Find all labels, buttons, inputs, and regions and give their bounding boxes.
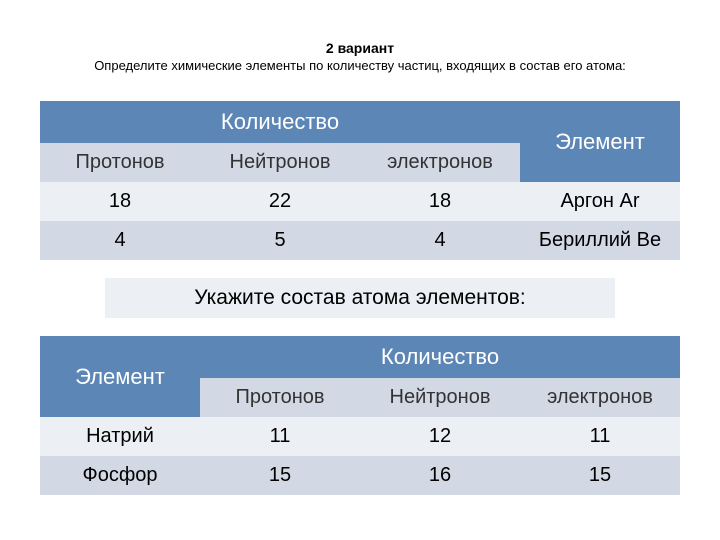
cell-neutrons: 22	[200, 182, 360, 221]
cell-element: Натрий	[40, 417, 200, 456]
cell-element: Аргон Ar	[520, 182, 680, 221]
table-row: Элемент Количество	[40, 336, 680, 378]
cell-protons: 11	[200, 417, 360, 456]
table-row: 4 5 4 Бериллий Be	[40, 221, 680, 260]
subheader-neutrons: Нейтронов	[200, 143, 360, 182]
page-title: 2 вариант	[24, 40, 696, 56]
subheader-protons: Протонов	[200, 378, 360, 417]
cell-electrons: 18	[360, 182, 520, 221]
cell-neutrons: 12	[360, 417, 520, 456]
header-quantity: Количество	[40, 101, 520, 143]
page: 2 вариант Определите химические элементы…	[0, 0, 720, 507]
cell-protons: 18	[40, 182, 200, 221]
table-row: Натрий 11 12 11	[40, 417, 680, 456]
header-element: Элемент	[40, 336, 200, 417]
subheader-neutrons: Нейтронов	[360, 378, 520, 417]
table-atom-composition: Элемент Количество Протонов Нейтронов эл…	[40, 336, 680, 495]
table-row: 18 22 18 Аргон Ar	[40, 182, 680, 221]
header-quantity: Количество	[200, 336, 680, 378]
subheader-electrons: электронов	[360, 143, 520, 182]
cell-electrons: 15	[520, 456, 680, 495]
cell-neutrons: 16	[360, 456, 520, 495]
cell-element: Бериллий Be	[520, 221, 680, 260]
cell-electrons: 11	[520, 417, 680, 456]
subheader-protons: Протонов	[40, 143, 200, 182]
cell-neutrons: 5	[200, 221, 360, 260]
table-row: Количество Элемент	[40, 101, 680, 143]
cell-protons: 15	[200, 456, 360, 495]
cell-element: Фосфор	[40, 456, 200, 495]
table-row: Фосфор 15 16 15	[40, 456, 680, 495]
header-element: Элемент	[520, 101, 680, 182]
table-identify-elements: Количество Элемент Протонов Нейтронов эл…	[40, 101, 680, 260]
cell-electrons: 4	[360, 221, 520, 260]
page-subtitle: Определите химические элементы по количе…	[24, 58, 696, 73]
cell-protons: 4	[40, 221, 200, 260]
middle-caption: Укажите состав атома элементов:	[105, 278, 615, 318]
subheader-electrons: электронов	[520, 378, 680, 417]
